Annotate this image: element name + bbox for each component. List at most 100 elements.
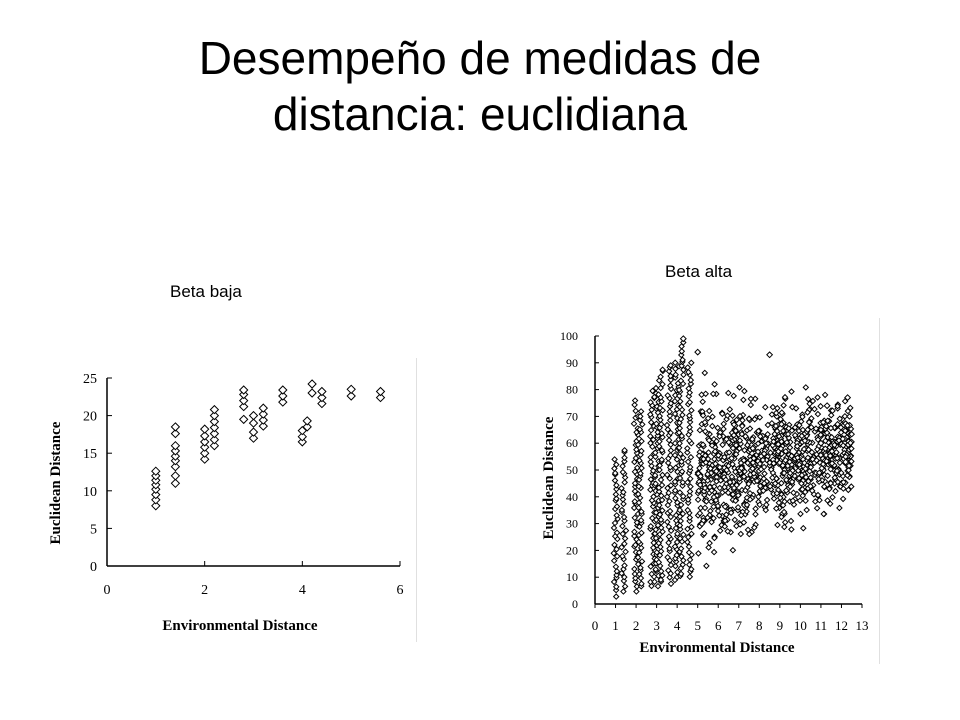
data-point <box>833 467 841 475</box>
data-point <box>730 392 738 400</box>
data-point <box>611 456 618 463</box>
data-point <box>652 453 659 461</box>
data-point <box>697 472 704 480</box>
data-point <box>671 451 679 459</box>
data-point <box>646 411 654 418</box>
data-point <box>248 433 259 443</box>
data-point <box>706 539 713 547</box>
data-point <box>844 394 852 402</box>
data-point <box>834 402 841 410</box>
data-point <box>677 501 685 509</box>
data-point <box>802 473 810 481</box>
data-point <box>844 422 851 429</box>
data-point <box>785 425 793 432</box>
data-point <box>841 412 849 420</box>
data-point <box>613 529 621 537</box>
data-point <box>802 384 810 391</box>
slide-title: Desempeño de medidas de distancia: eucli… <box>0 30 960 142</box>
data-point <box>748 435 756 443</box>
data-point <box>831 474 839 481</box>
data-point <box>652 566 660 573</box>
data-point <box>730 421 738 428</box>
data-point <box>814 436 822 443</box>
data-point <box>760 450 768 458</box>
data-point <box>151 489 161 500</box>
data-point <box>633 464 641 472</box>
data-point <box>846 404 854 412</box>
data-point <box>778 409 786 416</box>
data-point <box>685 368 692 376</box>
data-point <box>631 514 639 522</box>
data-point <box>713 437 720 445</box>
data-point <box>752 505 759 513</box>
x-tick-label: 9 <box>777 618 784 633</box>
data-point <box>278 385 288 395</box>
data-point <box>653 403 661 410</box>
data-point <box>657 536 664 544</box>
data-point <box>654 432 662 440</box>
data-point <box>647 426 655 434</box>
data-point <box>679 482 686 490</box>
data-point <box>808 487 816 495</box>
data-point <box>671 410 679 418</box>
data-point <box>729 546 737 554</box>
data-point <box>209 440 220 451</box>
data-point <box>732 427 740 435</box>
data-point <box>638 558 646 565</box>
data-point <box>677 450 684 458</box>
data-point <box>199 431 210 441</box>
data-point <box>679 561 687 568</box>
data-point <box>170 422 181 432</box>
data-point <box>746 489 754 497</box>
data-point <box>780 469 788 477</box>
data-point <box>820 510 828 518</box>
data-point <box>791 472 799 480</box>
data-point <box>817 431 825 439</box>
data-point <box>631 528 638 536</box>
data-point <box>686 427 694 435</box>
data-point <box>657 516 665 524</box>
data-point <box>611 541 618 549</box>
data-point <box>611 477 619 484</box>
data-point <box>673 499 681 506</box>
data-point <box>700 455 707 463</box>
data-point <box>647 486 654 494</box>
data-point <box>771 480 779 487</box>
data-point <box>809 397 817 405</box>
data-point <box>647 439 654 447</box>
data-point <box>701 504 709 512</box>
data-point <box>713 478 720 485</box>
data-point <box>743 501 751 509</box>
data-point <box>346 391 356 401</box>
data-point <box>170 471 181 481</box>
data-point <box>677 545 685 552</box>
data-point <box>695 550 702 557</box>
data-point <box>847 439 854 447</box>
data-point <box>738 422 746 430</box>
data-point <box>710 493 718 501</box>
data-point <box>679 356 686 364</box>
data-point <box>684 364 692 371</box>
data-point <box>824 472 832 480</box>
data-point <box>744 526 752 534</box>
data-point <box>646 432 654 440</box>
data-point <box>740 396 747 404</box>
data-point <box>658 481 666 489</box>
data-point <box>151 495 161 505</box>
data-point <box>829 493 836 501</box>
data-point <box>667 580 675 588</box>
data-point <box>684 458 692 466</box>
data-point <box>702 390 710 398</box>
data-point <box>634 490 642 498</box>
data-point <box>647 398 654 406</box>
data-point <box>714 424 722 432</box>
data-point <box>704 470 711 478</box>
data-point <box>612 563 620 571</box>
data-point <box>833 454 841 462</box>
data-point <box>722 476 730 484</box>
data-point <box>651 471 659 479</box>
data-point <box>807 423 815 431</box>
data-point <box>836 504 843 512</box>
data-point <box>675 386 683 394</box>
data-point <box>779 462 787 469</box>
